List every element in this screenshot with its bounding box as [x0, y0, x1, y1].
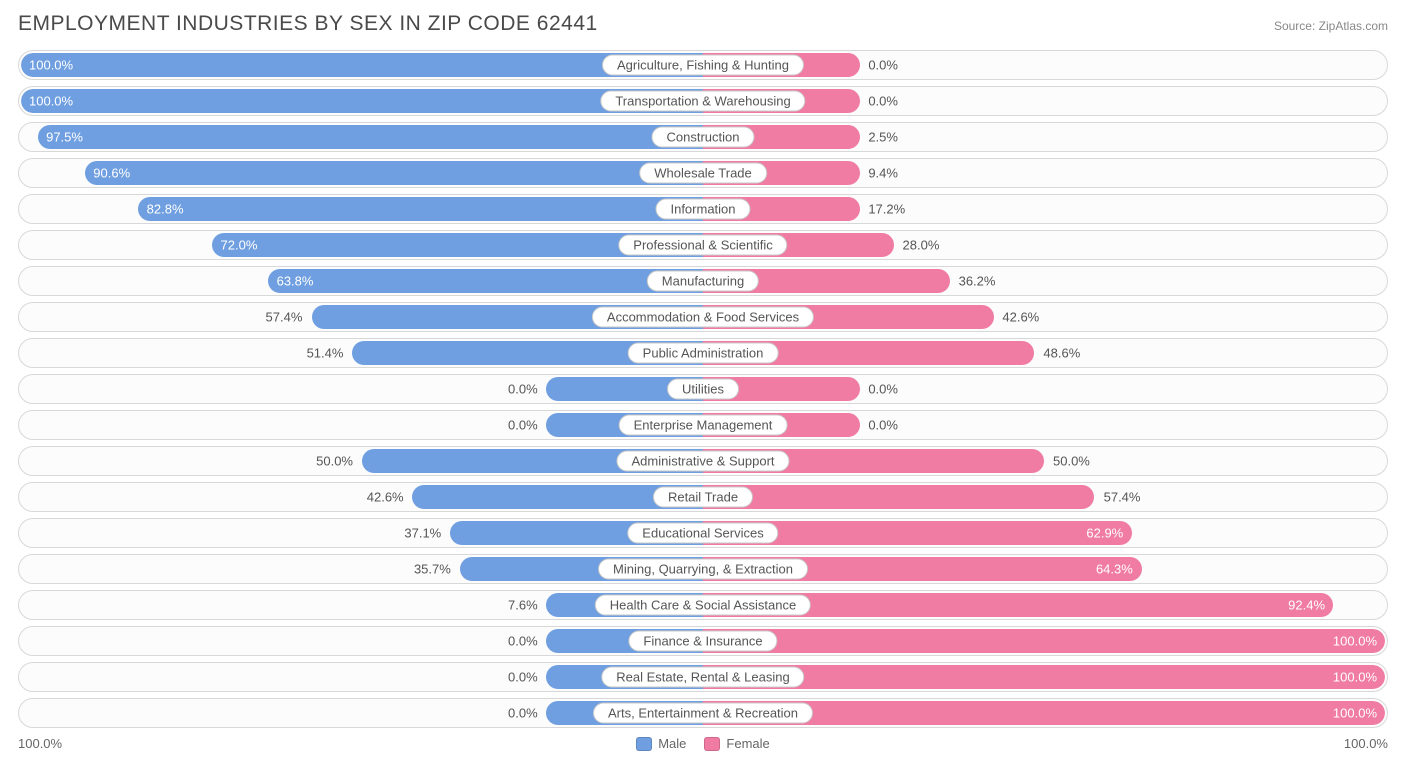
category-label: Wholesale Trade [639, 163, 767, 184]
female-pct-label: 0.0% [860, 418, 898, 433]
male-bar [268, 269, 703, 293]
female-bar [703, 485, 1094, 509]
category-label: Transportation & Warehousing [600, 91, 805, 112]
diverging-bar-chart: 100.0% 0.0% Agriculture, Fishing & Hunting… [18, 50, 1388, 728]
male-pct-label: 100.0% [19, 58, 73, 73]
category-label: Health Care & Social Assistance [595, 595, 811, 616]
male-pct-label: 37.1% [404, 526, 449, 541]
female-pct-label: 92.4% [1288, 598, 1335, 613]
male-pct-label: 97.5% [36, 130, 83, 145]
category-label: Retail Trade [653, 487, 753, 508]
female-pct-label: 48.6% [1035, 346, 1080, 361]
chart-row: 72.0% 28.0% Professional & Scientific [18, 230, 1388, 260]
female-pct-label: 28.0% [895, 238, 940, 253]
category-label: Information [655, 199, 750, 220]
category-label: Mining, Quarrying, & Extraction [598, 559, 808, 580]
chart-row: 100.0% 0.0% Transportation & Warehousing [18, 86, 1388, 116]
female-pct-label: 62.9% [1086, 526, 1133, 541]
chart-row: 51.4% 48.6% Public Administration [18, 338, 1388, 368]
male-pct-label: 51.4% [307, 346, 352, 361]
axis-right-label: 100.0% [1344, 736, 1388, 751]
chart-row: 0.0% 0.0% Utilities [18, 374, 1388, 404]
female-pct-label: 100.0% [1333, 670, 1387, 685]
male-pct-label: 0.0% [508, 634, 546, 649]
chart-row: 42.6% 57.4% Retail Trade [18, 482, 1388, 512]
legend-label-male: Male [658, 736, 686, 751]
male-pct-label: 0.0% [508, 706, 546, 721]
male-pct-label: 90.6% [83, 166, 130, 181]
category-label: Utilities [667, 379, 739, 400]
chart-row: 7.6% 92.4% Health Care & Social Assistance [18, 590, 1388, 620]
category-label: Manufacturing [647, 271, 759, 292]
legend: Male Female [636, 736, 770, 751]
category-label: Administrative & Support [616, 451, 789, 472]
chart-row: 100.0% 0.0% Agriculture, Fishing & Hunting [18, 50, 1388, 80]
chart-footer: 100.0% Male Female 100.0% [18, 736, 1388, 751]
category-label: Agriculture, Fishing & Hunting [602, 55, 804, 76]
category-label: Finance & Insurance [628, 631, 777, 652]
female-pct-label: 100.0% [1333, 634, 1387, 649]
male-pct-label: 0.0% [508, 382, 546, 397]
chart-row: 82.8% 17.2% Information [18, 194, 1388, 224]
male-pct-label: 72.0% [211, 238, 258, 253]
male-pct-label: 35.7% [414, 562, 459, 577]
male-bar [21, 53, 703, 77]
chart-title: EMPLOYMENT INDUSTRIES BY SEX IN ZIP CODE… [18, 12, 598, 36]
male-pct-label: 0.0% [508, 670, 546, 685]
chart-row: 63.8% 36.2% Manufacturing [18, 266, 1388, 296]
category-label: Arts, Entertainment & Recreation [593, 703, 813, 724]
category-label: Construction [652, 127, 755, 148]
chart-row: 0.0% 0.0% Enterprise Management [18, 410, 1388, 440]
category-label: Accommodation & Food Services [592, 307, 814, 328]
female-pct-label: 9.4% [860, 166, 898, 181]
female-pct-label: 64.3% [1096, 562, 1143, 577]
female-pct-label: 2.5% [860, 130, 898, 145]
male-pct-label: 50.0% [316, 454, 361, 469]
male-pct-label: 82.8% [137, 202, 184, 217]
male-pct-label: 7.6% [508, 598, 546, 613]
female-bar [703, 665, 1385, 689]
female-pct-label: 0.0% [860, 58, 898, 73]
female-pct-label: 17.2% [860, 202, 905, 217]
category-label: Public Administration [628, 343, 779, 364]
male-pct-label: 63.8% [267, 274, 314, 289]
male-bar [138, 197, 703, 221]
chart-row: 0.0% 100.0% Real Estate, Rental & Leasing [18, 662, 1388, 692]
male-pct-label: 0.0% [508, 418, 546, 433]
chart-row: 0.0% 100.0% Finance & Insurance [18, 626, 1388, 656]
legend-swatch-male [636, 737, 652, 751]
category-label: Educational Services [627, 523, 778, 544]
female-pct-label: 50.0% [1045, 454, 1090, 469]
female-pct-label: 100.0% [1333, 706, 1387, 721]
legend-item-male: Male [636, 736, 686, 751]
female-pct-label: 0.0% [860, 382, 898, 397]
male-bar [38, 125, 703, 149]
chart-row: 0.0% 100.0% Arts, Entertainment & Recreati… [18, 698, 1388, 728]
male-pct-label: 42.6% [367, 490, 412, 505]
female-bar [703, 629, 1385, 653]
female-pct-label: 42.6% [994, 310, 1039, 325]
male-pct-label: 100.0% [19, 94, 73, 109]
category-label: Real Estate, Rental & Leasing [601, 667, 804, 688]
female-pct-label: 0.0% [860, 94, 898, 109]
legend-item-female: Female [704, 736, 769, 751]
legend-label-female: Female [726, 736, 769, 751]
female-pct-label: 36.2% [951, 274, 996, 289]
category-label: Enterprise Management [619, 415, 788, 436]
legend-swatch-female [704, 737, 720, 751]
chart-row: 35.7% 64.3% Mining, Quarrying, & Extractio… [18, 554, 1388, 584]
category-label: Professional & Scientific [618, 235, 787, 256]
axis-left-label: 100.0% [18, 736, 62, 751]
chart-row: 50.0% 50.0% Administrative & Support [18, 446, 1388, 476]
chart-row: 57.4% 42.6% Accommodation & Food Services [18, 302, 1388, 332]
male-pct-label: 57.4% [266, 310, 311, 325]
chart-row: 37.1% 62.9% Educational Services [18, 518, 1388, 548]
male-bar [85, 161, 703, 185]
chart-header: EMPLOYMENT INDUSTRIES BY SEX IN ZIP CODE… [18, 12, 1388, 36]
chart-row: 97.5% 2.5% Construction [18, 122, 1388, 152]
female-pct-label: 57.4% [1096, 490, 1141, 505]
chart-row: 90.6% 9.4% Wholesale Trade [18, 158, 1388, 188]
chart-source: Source: ZipAtlas.com [1274, 19, 1388, 33]
